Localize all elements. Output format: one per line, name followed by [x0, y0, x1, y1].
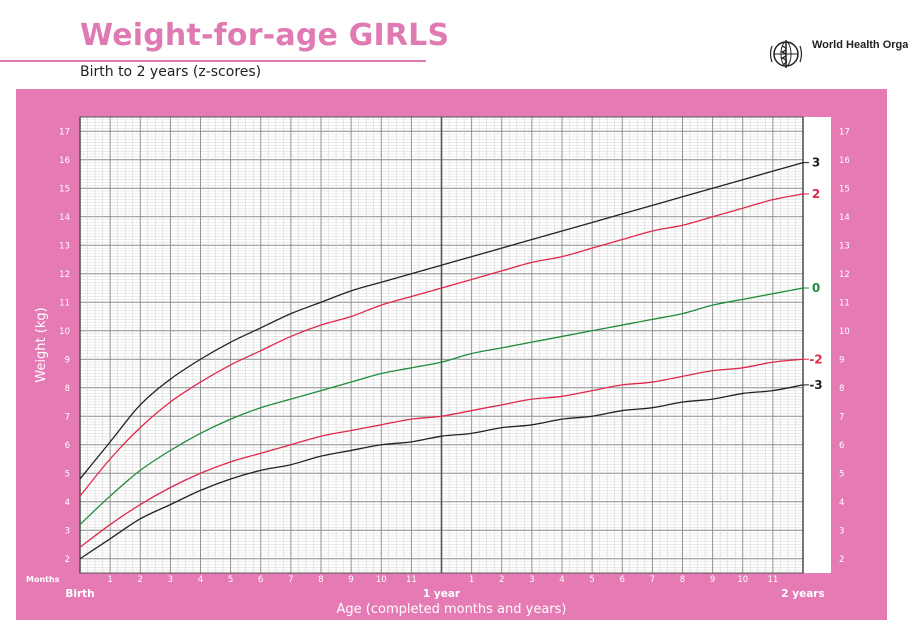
- x-tick-label: 1: [469, 575, 474, 585]
- x-tick-label: 8: [680, 575, 685, 585]
- y-tick-label-left: 9: [65, 355, 70, 365]
- page-subtitle: Birth to 2 years (z-scores): [80, 64, 262, 80]
- y-tick-label-left: 8: [65, 384, 70, 394]
- y-tick-label-right: 14: [839, 213, 850, 223]
- y-tick-label-left: 7: [65, 412, 70, 422]
- y-tick-label-left: 15: [59, 184, 70, 194]
- who-logo: World Health Organization: [768, 36, 908, 72]
- x-tick-label: 3: [168, 575, 173, 585]
- year-label: 2 years: [781, 588, 824, 600]
- y-tick-label-right: 3: [839, 526, 844, 536]
- x-tick-label: 4: [559, 575, 564, 585]
- y-tick-label-left: 11: [59, 298, 70, 308]
- y-tick-label-left: 16: [59, 156, 70, 166]
- x-tick-label: 2: [499, 575, 504, 585]
- x-tick-label: 9: [348, 575, 353, 585]
- page-title: Weight-for-age GIRLS: [80, 18, 450, 53]
- y-tick-label-right: 17: [839, 127, 850, 137]
- zscore-label-0: 0: [812, 281, 820, 295]
- x-tick-label: 6: [258, 575, 263, 585]
- y-tick-label-right: 7: [839, 412, 844, 422]
- x-tick-label: 5: [228, 575, 233, 585]
- y-tick-label-right: 8: [839, 384, 844, 394]
- x-tick-label: 10: [376, 575, 387, 585]
- x-tick-label: 8: [318, 575, 323, 585]
- y-tick-label-right: 13: [839, 241, 850, 251]
- y-tick-label-right: 4: [839, 498, 844, 508]
- plot-border: [79, 116, 804, 574]
- zscore-curve--2: [79, 358, 804, 548]
- x-tick-label: 6: [620, 575, 625, 585]
- who-emblem-icon: [769, 40, 803, 68]
- x-axis-label: Age (completed months and years): [337, 602, 567, 617]
- y-tick-label-right: 15: [839, 184, 850, 194]
- x-tick-label: 11: [767, 575, 778, 585]
- y-tick-label-left: 13: [59, 241, 70, 251]
- zscore-label--3: -3: [809, 378, 822, 392]
- zscore-label-3: 3: [812, 156, 820, 170]
- year-label: 1 year: [423, 588, 461, 600]
- y-tick-label-left: 3: [65, 526, 70, 536]
- x-tick-label: 11: [406, 575, 417, 585]
- x-tick-label: 7: [288, 575, 293, 585]
- y-tick-label-left: 5: [65, 469, 70, 479]
- y-tick-label-right: 6: [839, 441, 844, 451]
- x-tick-label: 9: [710, 575, 715, 585]
- organization-name: World Health Organization: [812, 39, 908, 51]
- zscore-label-2: 2: [812, 187, 820, 201]
- y-tick-label-left: 4: [65, 498, 70, 508]
- zscore-curve-2: [79, 193, 804, 497]
- y-tick-label-left: 6: [65, 441, 70, 451]
- y-axis-label: Weight (kg): [34, 307, 49, 382]
- y-tick-label-right: 11: [839, 298, 850, 308]
- x-tick-label: 1: [107, 575, 112, 585]
- zscore-curve--3: [79, 384, 804, 560]
- x-unit-label: Months: [26, 575, 60, 584]
- x-tick-label: 10: [737, 575, 748, 585]
- title-underline: [0, 60, 426, 62]
- x-tick-label: 7: [650, 575, 655, 585]
- y-tick-label-left: 12: [59, 270, 70, 280]
- y-tick-label-left: 14: [59, 213, 70, 223]
- y-tick-label-right: 16: [839, 156, 850, 166]
- y-tick-label-left: 17: [59, 127, 70, 137]
- x-tick-label: 2: [138, 575, 143, 585]
- zscore-curve-0: [79, 287, 804, 526]
- year-label: Birth: [65, 588, 94, 600]
- minor-vertical-gridlines: [87, 117, 796, 573]
- y-tick-label-right: 12: [839, 270, 850, 280]
- x-tick-label: 5: [589, 575, 594, 585]
- y-tick-label-right: 2: [839, 555, 844, 565]
- zscore-curve-3: [79, 161, 804, 480]
- y-tick-label-left: 10: [59, 327, 70, 337]
- x-tick-label: 4: [198, 575, 203, 585]
- zscore-label--2: -2: [809, 352, 822, 366]
- y-tick-label-right: 10: [839, 327, 850, 337]
- y-tick-label-right: 9: [839, 355, 844, 365]
- y-tick-label-right: 5: [839, 469, 844, 479]
- y-tick-label-left: 2: [65, 555, 70, 565]
- x-tick-label: 3: [529, 575, 534, 585]
